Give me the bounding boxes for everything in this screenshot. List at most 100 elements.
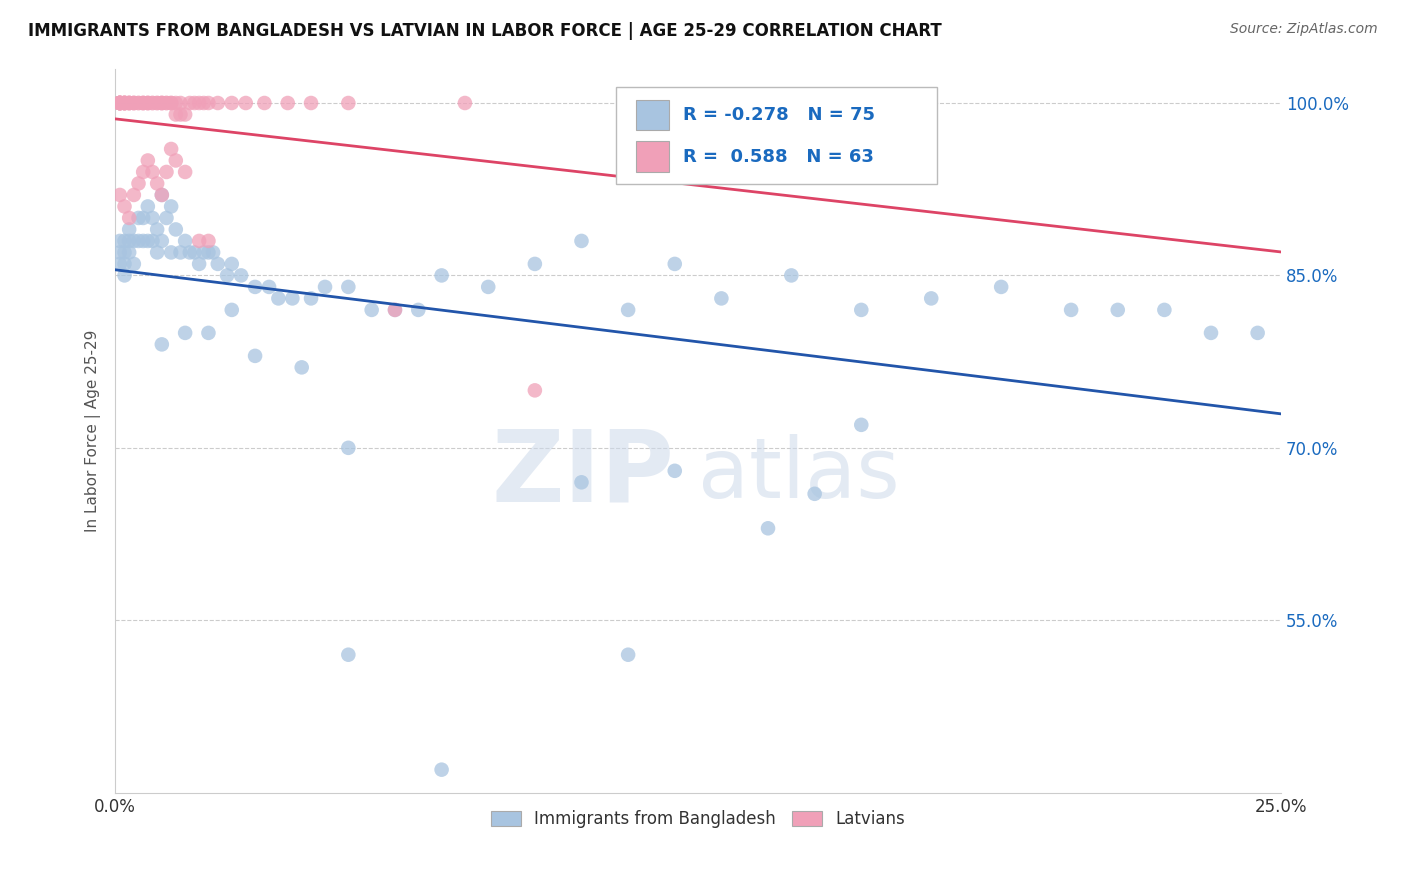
- Point: [122, 234, 145, 248]
- Point: [150, 188, 173, 202]
- Point: [299, 292, 322, 306]
- Point: [114, 95, 136, 110]
- Point: [174, 326, 197, 340]
- Point: [277, 95, 299, 110]
- Point: [571, 475, 593, 490]
- Point: [664, 257, 686, 271]
- Point: [990, 280, 1012, 294]
- Point: [108, 234, 131, 248]
- Point: [193, 245, 215, 260]
- Point: [207, 257, 229, 271]
- Point: [337, 648, 360, 662]
- Point: [337, 95, 360, 110]
- Point: [118, 211, 141, 225]
- Point: [169, 107, 191, 121]
- Text: R =  0.588   N = 63: R = 0.588 N = 63: [683, 147, 873, 166]
- Point: [197, 326, 219, 340]
- FancyBboxPatch shape: [637, 141, 669, 171]
- Point: [253, 95, 276, 110]
- Point: [267, 292, 290, 306]
- Point: [221, 95, 243, 110]
- Text: atlas: atlas: [697, 434, 900, 515]
- Point: [108, 95, 131, 110]
- Point: [136, 234, 159, 248]
- Point: [160, 245, 183, 260]
- Point: [118, 95, 141, 110]
- Point: [174, 165, 197, 179]
- Text: Source: ZipAtlas.com: Source: ZipAtlas.com: [1230, 22, 1378, 37]
- Point: [617, 648, 640, 662]
- Point: [188, 257, 211, 271]
- Point: [299, 95, 322, 110]
- Point: [114, 245, 136, 260]
- Point: [408, 302, 430, 317]
- Point: [108, 95, 131, 110]
- Point: [477, 280, 499, 294]
- Point: [291, 360, 314, 375]
- Point: [141, 234, 163, 248]
- Point: [169, 95, 191, 110]
- Point: [571, 234, 593, 248]
- Point: [150, 337, 173, 351]
- Point: [128, 177, 150, 191]
- Point: [128, 211, 150, 225]
- Point: [193, 95, 215, 110]
- Point: [114, 95, 136, 110]
- Point: [430, 763, 453, 777]
- Point: [150, 188, 173, 202]
- Point: [165, 222, 187, 236]
- Point: [155, 95, 177, 110]
- Point: [197, 95, 219, 110]
- Point: [155, 165, 177, 179]
- Point: [136, 95, 159, 110]
- Point: [114, 268, 136, 283]
- Point: [384, 302, 406, 317]
- Point: [122, 95, 145, 110]
- Point: [132, 234, 155, 248]
- Point: [617, 302, 640, 317]
- Point: [108, 95, 131, 110]
- Point: [141, 211, 163, 225]
- Point: [617, 95, 640, 110]
- Point: [122, 95, 145, 110]
- Point: [197, 234, 219, 248]
- Point: [780, 268, 803, 283]
- Point: [141, 95, 163, 110]
- Point: [314, 280, 336, 294]
- Point: [430, 268, 453, 283]
- Point: [664, 464, 686, 478]
- Point: [114, 257, 136, 271]
- Point: [920, 292, 942, 306]
- Point: [337, 441, 360, 455]
- Point: [141, 95, 163, 110]
- Point: [160, 142, 183, 156]
- Point: [188, 234, 211, 248]
- Point: [710, 292, 733, 306]
- Point: [202, 245, 225, 260]
- Point: [118, 95, 141, 110]
- Point: [221, 257, 243, 271]
- Point: [114, 95, 136, 110]
- Point: [165, 95, 187, 110]
- Point: [1060, 302, 1083, 317]
- Point: [118, 95, 141, 110]
- Point: [136, 153, 159, 168]
- Point: [128, 234, 150, 248]
- Point: [183, 245, 205, 260]
- Point: [132, 211, 155, 225]
- Point: [118, 234, 141, 248]
- Point: [114, 95, 136, 110]
- Text: ZIP: ZIP: [492, 425, 675, 523]
- Point: [108, 95, 131, 110]
- Legend: Immigrants from Bangladesh, Latvians: Immigrants from Bangladesh, Latvians: [484, 804, 912, 835]
- Point: [160, 199, 183, 213]
- Point: [851, 302, 873, 317]
- Point: [169, 245, 191, 260]
- Point: [803, 487, 825, 501]
- Point: [179, 95, 201, 110]
- Point: [136, 95, 159, 110]
- Point: [384, 302, 406, 317]
- Point: [146, 245, 169, 260]
- Point: [360, 302, 382, 317]
- Point: [108, 188, 131, 202]
